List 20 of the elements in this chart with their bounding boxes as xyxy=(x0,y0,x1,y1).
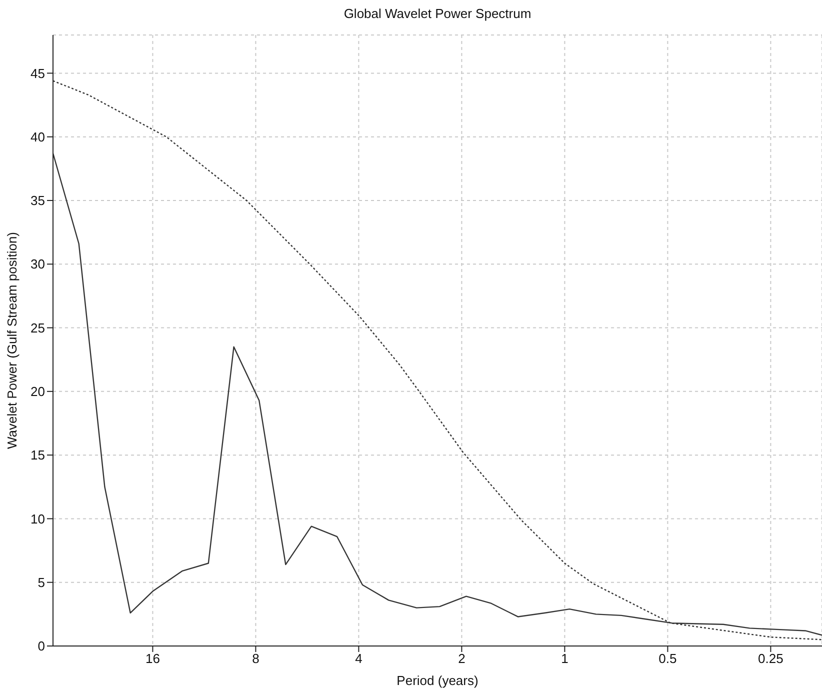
y-tick-label: 30 xyxy=(30,256,45,272)
x-tick-label: 2 xyxy=(458,651,466,666)
x-tick-label: 1 xyxy=(561,651,568,666)
y-tick-label: 40 xyxy=(30,129,45,144)
y-tick-label: 20 xyxy=(30,384,45,400)
x-axis-title: Period (years) xyxy=(396,673,478,688)
y-tick-label: 25 xyxy=(30,320,45,336)
y-tick-label: 5 xyxy=(38,574,45,590)
x-tick-label: 0.25 xyxy=(758,651,784,666)
y-tick-label: 10 xyxy=(30,511,45,526)
y-tick-label: 45 xyxy=(30,66,45,81)
y-tick-label: 15 xyxy=(30,448,45,463)
x-tick-label: 0.5 xyxy=(658,651,677,666)
chart-title: Global Wavelet Power Spectrum xyxy=(342,6,532,21)
y-tick-label: 0 xyxy=(38,638,45,654)
y-tick-label: 35 xyxy=(30,193,45,208)
x-tick-label: 16 xyxy=(145,651,160,666)
x-tick-label: 8 xyxy=(252,651,260,666)
y-axis-title: Wavelet Power (Gulf Stream position) xyxy=(4,232,20,449)
x-tick-label: 4 xyxy=(355,651,362,666)
